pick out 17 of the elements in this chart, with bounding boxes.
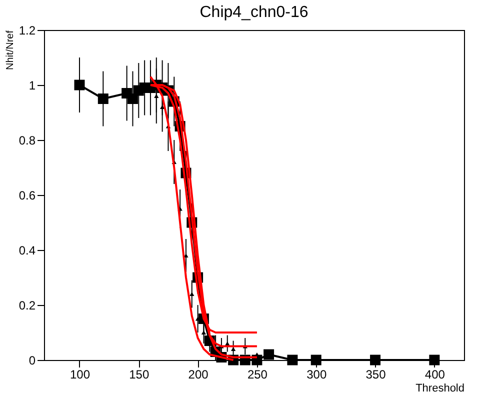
x-tick-label: 150 <box>129 368 150 382</box>
x-tick-label: 350 <box>366 368 386 382</box>
x-axis-title: Threshold <box>416 382 464 394</box>
x-tick-label: 300 <box>306 368 327 382</box>
y-tick-label: 0.4 <box>18 244 36 258</box>
y-tick-label: 0.8 <box>18 134 36 148</box>
y-axis-title: Nhit/Nref <box>4 30 16 70</box>
y-tick-label: 1 <box>28 78 36 92</box>
x-tick-label: 400 <box>424 368 446 382</box>
x-tick-label: 100 <box>70 368 90 382</box>
x-tick-label: 200 <box>188 368 209 382</box>
y-tick-label: 0 <box>28 354 36 368</box>
chart-title: Chip4_chn0-16 <box>200 4 308 21</box>
y-tick-label: 0.2 <box>18 298 36 312</box>
x-tick-label: 250 <box>247 368 268 382</box>
y-tick-label: 0.6 <box>18 188 36 202</box>
y-tick-label: 1.2 <box>18 24 36 38</box>
